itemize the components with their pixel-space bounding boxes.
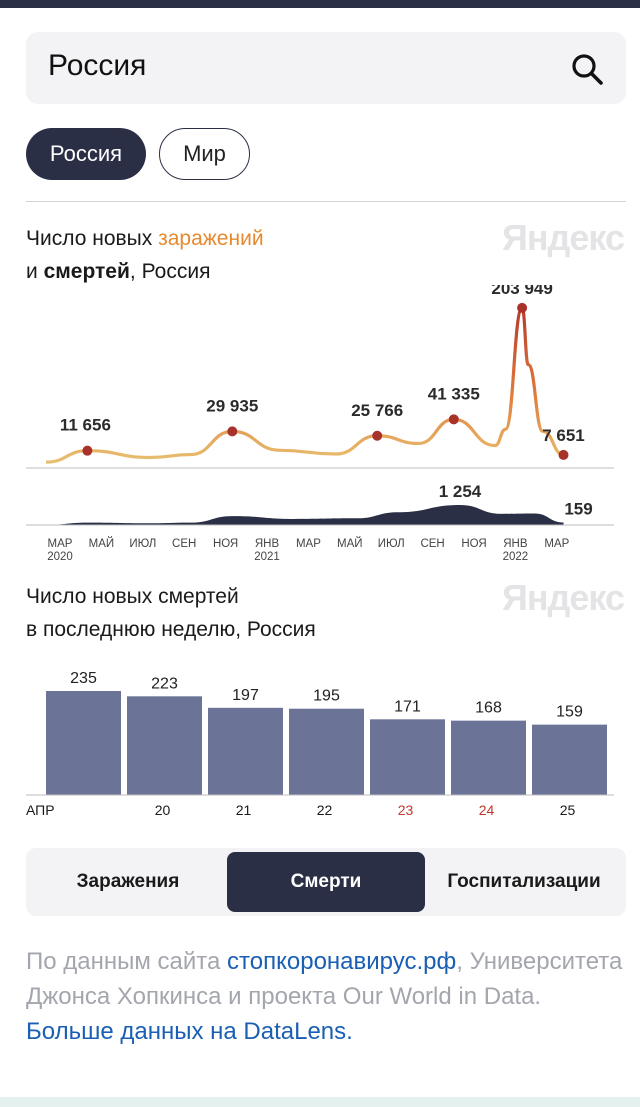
tab-deaths[interactable]: Смерти xyxy=(227,852,425,912)
tab-hospitalizations[interactable]: Госпитализации xyxy=(447,871,601,892)
bar-1 xyxy=(127,696,202,795)
x-tick-9: СЕН xyxy=(420,538,444,550)
x-tick-1: МАЙ xyxy=(89,537,115,550)
source-mid: , Университета Джонса Хопкинса и проекта… xyxy=(26,948,623,1010)
bar-2 xyxy=(208,707,283,795)
region-tab-world[interactable]: Мир xyxy=(159,128,250,180)
search-bar[interactable]: Россия xyxy=(26,32,626,104)
bar-label-1: 223 xyxy=(151,675,178,692)
bottom-bar xyxy=(0,1097,640,1107)
bar-tick-1: 20 xyxy=(155,802,171,818)
search-icon[interactable] xyxy=(570,52,604,86)
x-tick-4: НОЯ xyxy=(213,538,238,550)
chart2-title-line2: в последнюю неделю, Россия xyxy=(26,618,316,641)
status-bar xyxy=(0,0,640,8)
yandex-watermark-2: Яндекс xyxy=(501,577,625,618)
chart1-title-line2-pre: и xyxy=(26,260,44,283)
cases-line xyxy=(45,306,564,464)
stopcoronavirus-link[interactable]: стопкоронавирус.рф xyxy=(227,948,457,975)
case-point-label-5: 7 651 xyxy=(542,426,585,445)
bar-label-3: 195 xyxy=(313,688,340,705)
search-query[interactable]: Россия xyxy=(48,49,147,82)
bar-tick-5: 24 xyxy=(479,802,495,818)
weekly-deaths-bar-chart: 235 АПР 223 20 197 21 195 22 171 23 168 24 159 25 xyxy=(26,670,614,818)
bar-tick-6: 25 xyxy=(560,802,576,818)
x-tick-10: НОЯ xyxy=(461,538,486,550)
bar-tick-0: АПР xyxy=(26,802,55,818)
tab-infections[interactable]: Заражения xyxy=(76,871,180,892)
x-tick-2: ИЮЛ xyxy=(129,538,156,550)
case-point-label-0: 11 656 xyxy=(60,416,111,435)
case-point-3 xyxy=(448,414,459,425)
x-tick-7: МАЙ xyxy=(337,537,363,550)
chart1-title-pre: Число новых xyxy=(26,227,159,250)
divider xyxy=(26,201,626,202)
case-point-label-1: 29 935 xyxy=(206,396,258,415)
datalens-link[interactable]: Больше данных на DataLens. xyxy=(26,1018,353,1045)
bar-tick-4: 23 xyxy=(398,802,414,818)
x-tick-3: СЕН xyxy=(172,538,196,550)
bar-4 xyxy=(370,719,445,795)
death-point-label-0: 1 254 xyxy=(439,482,482,501)
x-tick-5: ЯНВ xyxy=(255,538,280,550)
case-point-label-2: 25 766 xyxy=(351,401,403,420)
x-tick-6: МАР xyxy=(296,538,321,550)
chart1-title-bold: смертей xyxy=(43,260,130,283)
bar-3 xyxy=(289,708,364,795)
bar-6 xyxy=(532,724,607,795)
death-point-label-1: 159 xyxy=(564,499,592,518)
case-point-0 xyxy=(82,445,93,456)
case-point-2 xyxy=(372,430,383,441)
bar-tick-2: 21 xyxy=(236,802,252,818)
case-point-5 xyxy=(558,449,569,460)
chart2-title-line1: Число новых смертей xyxy=(26,585,239,608)
case-point-4 xyxy=(517,302,528,313)
case-point-label-4: 203 949 xyxy=(491,285,552,298)
metric-tabs: Заражения Смерти Госпитализации xyxy=(26,848,626,916)
x-tick-8: ИЮЛ xyxy=(378,538,405,550)
x-tick-12: МАР xyxy=(544,538,569,550)
bar-tick-3: 22 xyxy=(317,802,333,818)
deaths-area xyxy=(46,505,564,525)
data-source-note: По данным сайта стопкоронавирус.рф, Унив… xyxy=(26,944,626,1049)
x-tick-0: МАР xyxy=(48,538,73,550)
case-point-1 xyxy=(227,426,238,437)
bar-0 xyxy=(46,691,121,795)
chart2-title: Число новых смертей в последнюю неделю, … xyxy=(26,580,316,646)
source-pre: По данным сайта xyxy=(26,948,228,975)
bar-label-0: 235 xyxy=(70,670,97,687)
case-point-label-3: 41 335 xyxy=(428,384,480,403)
bar-label-4: 171 xyxy=(394,698,421,715)
chart1-title-accent: заражений xyxy=(158,227,264,250)
bar-5 xyxy=(451,720,526,795)
chart1-title-post: , Россия xyxy=(129,260,211,283)
bar-label-5: 168 xyxy=(475,700,502,717)
chart1-title: Число новых заражений и смертей, Россия xyxy=(26,222,264,288)
x-tick-year-0: 2020 xyxy=(47,551,73,563)
cases-deaths-chart: 11 656 29 935 25 766 41 335 203 949 7 651 1 2… xyxy=(26,285,614,563)
yandex-watermark: Яндекс xyxy=(501,217,625,258)
x-tick-year-11: 2022 xyxy=(503,551,529,563)
bar-label-6: 159 xyxy=(556,704,583,721)
region-tab-russia[interactable]: Россия xyxy=(26,128,146,180)
bar-label-2: 197 xyxy=(232,687,259,704)
x-tick-11: ЯНВ xyxy=(503,538,528,550)
x-tick-year-5: 2021 xyxy=(254,551,280,563)
